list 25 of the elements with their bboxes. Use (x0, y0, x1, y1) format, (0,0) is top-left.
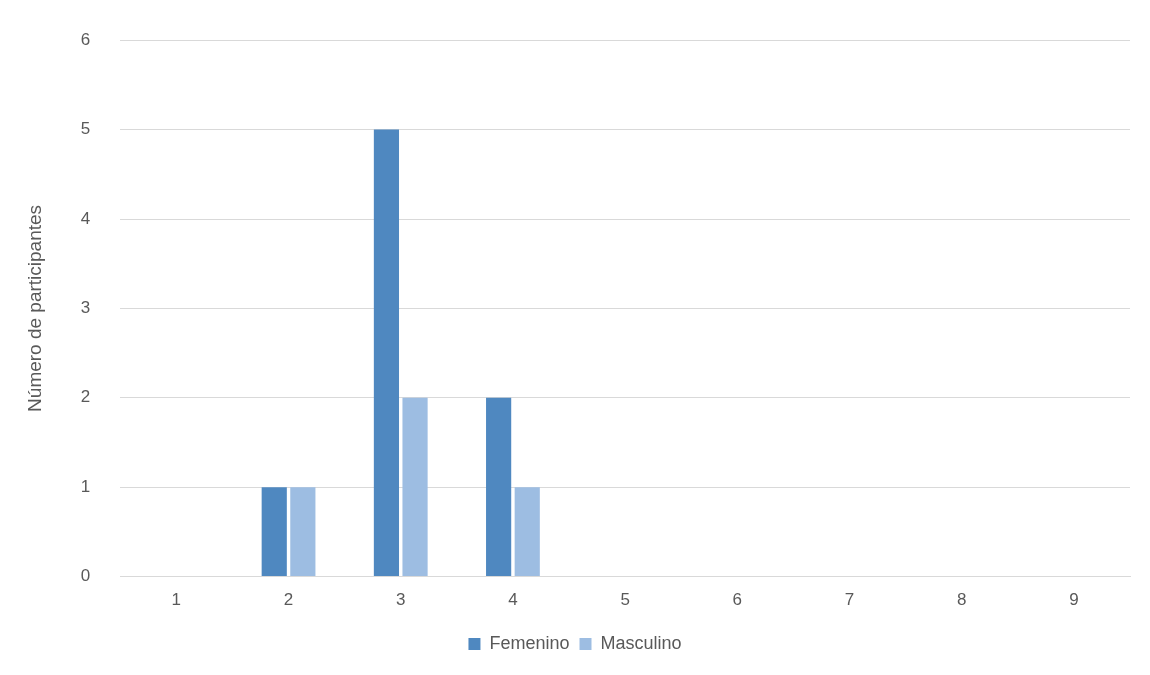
legend-label: Masculino (600, 632, 682, 653)
y-tick-label: 1 (80, 476, 91, 496)
legend-label: Femenino (489, 632, 570, 653)
y-tick-label: 6 (80, 29, 91, 49)
x-tick-label: 4 (508, 590, 518, 610)
x-tick-label: 6 (732, 590, 743, 610)
bar (402, 397, 428, 577)
bar (261, 487, 287, 577)
y-tick-label: 0 (80, 566, 91, 586)
x-tick-label: 5 (620, 590, 630, 610)
y-axis-title: Número de participantes (23, 204, 45, 412)
x-tick-label: 9 (1069, 590, 1079, 610)
y-tick-label: 2 (80, 387, 91, 407)
bar (373, 129, 400, 577)
x-tick-label: 3 (396, 590, 406, 610)
x-tick-label: 2 (283, 590, 294, 610)
x-tick-label: 7 (844, 590, 855, 610)
y-tick-label: 5 (80, 119, 91, 139)
bar (514, 487, 540, 577)
x-tick-label: 1 (171, 590, 182, 610)
bar (486, 397, 512, 577)
y-tick-label: 4 (80, 208, 91, 228)
x-tick-label: 8 (956, 590, 967, 610)
bar (290, 487, 316, 577)
y-tick-label: 3 (80, 298, 91, 318)
